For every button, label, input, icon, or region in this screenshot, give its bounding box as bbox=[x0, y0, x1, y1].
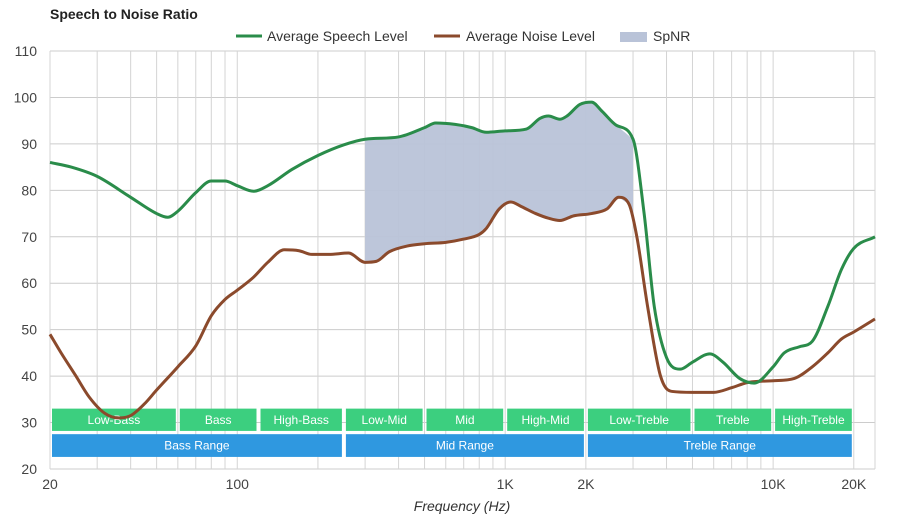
y-tick-label: 30 bbox=[21, 415, 37, 431]
legend-noise-label: Average Noise Level bbox=[466, 28, 595, 44]
y-tick-label: 60 bbox=[21, 275, 37, 291]
y-tick-label: 40 bbox=[21, 368, 37, 384]
range-bar bbox=[587, 434, 852, 457]
spnr-area bbox=[365, 102, 634, 263]
x-axis-label: Frequency (Hz) bbox=[414, 498, 510, 514]
band-bar bbox=[426, 408, 504, 431]
y-tick-label: 80 bbox=[21, 182, 37, 198]
y-tick-label: 110 bbox=[15, 43, 38, 59]
speech-series-line bbox=[49, 100, 876, 385]
band-label: Mid bbox=[455, 413, 474, 427]
noise-series-line bbox=[48, 195, 876, 420]
legend-spnr-label: SpNR bbox=[653, 28, 690, 44]
y-tick-label: 90 bbox=[21, 136, 37, 152]
x-tick-label: 100 bbox=[226, 476, 250, 492]
legend: Average Speech Level Average Noise Level… bbox=[236, 28, 690, 44]
band-label: High-Treble bbox=[782, 413, 845, 427]
band-bar bbox=[52, 408, 176, 431]
x-tick-label: 2K bbox=[577, 476, 595, 492]
range-label: Mid Range bbox=[436, 439, 494, 453]
band-label: High-Bass bbox=[274, 413, 329, 427]
grid bbox=[49, 50, 876, 470]
y-tick-label: 50 bbox=[21, 322, 37, 338]
band-bar bbox=[260, 408, 342, 431]
band-bar bbox=[179, 408, 257, 431]
y-axis-ticks: 20 30 40 50 60 70 80 90 100 110 bbox=[14, 43, 38, 477]
chart-title: Speech to Noise Ratio bbox=[50, 6, 198, 22]
band-label: Low-Mid bbox=[362, 413, 407, 427]
x-tick-label: 1K bbox=[497, 476, 515, 492]
band-bar bbox=[345, 408, 423, 431]
band-bar bbox=[587, 408, 691, 431]
band-bar bbox=[775, 408, 852, 431]
y-tick-label: 100 bbox=[14, 89, 38, 105]
range-bar bbox=[52, 434, 342, 457]
legend-spnr-swatch bbox=[620, 32, 647, 42]
y-tick-label: 70 bbox=[21, 229, 37, 245]
range-label: Bass Range bbox=[164, 439, 230, 453]
band-label: High-Mid bbox=[521, 413, 569, 427]
frequency-bands: Low-Bass Bass High-Bass Low-Mid Mid High-Mid L… bbox=[52, 408, 852, 457]
x-tick-label: 20 bbox=[42, 476, 58, 492]
range-label: Treble Range bbox=[684, 439, 757, 453]
band-bar bbox=[694, 408, 772, 431]
band-label: Low-Treble bbox=[609, 413, 669, 427]
band-label: Bass bbox=[205, 413, 232, 427]
legend-speech-label: Average Speech Level bbox=[267, 28, 408, 44]
range-bar bbox=[345, 434, 584, 457]
x-axis-ticks: 20 100 1K 2K 10K 20K bbox=[42, 476, 867, 492]
band-label: Treble bbox=[716, 413, 750, 427]
y-tick-label: 20 bbox=[21, 461, 37, 477]
band-bar bbox=[507, 408, 584, 431]
x-tick-label: 10K bbox=[761, 476, 787, 492]
x-tick-label: 20K bbox=[841, 476, 867, 492]
